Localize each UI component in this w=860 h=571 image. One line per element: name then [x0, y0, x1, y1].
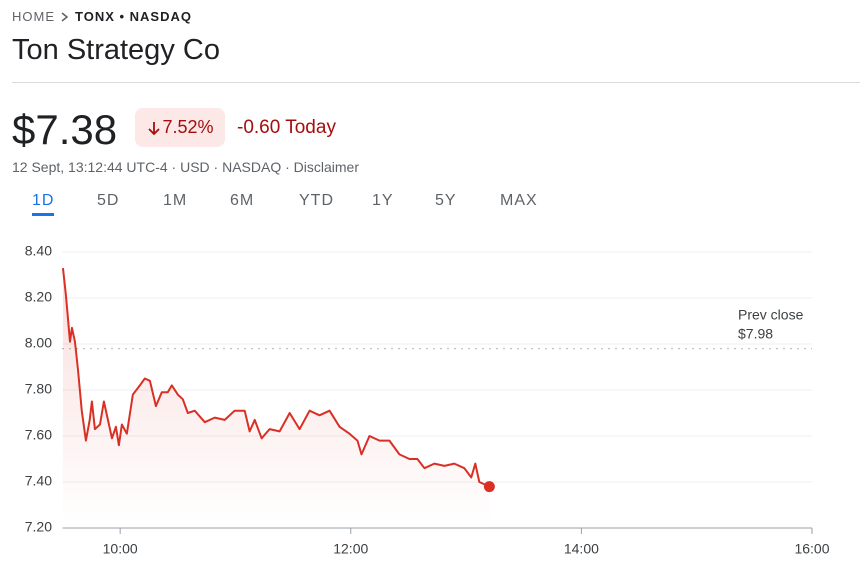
range-tab[interactable]: 6M: [230, 192, 255, 209]
separator: [12, 82, 860, 83]
prev-close-title: Prev close: [738, 306, 804, 322]
x-tick-label: 16:00: [794, 541, 829, 557]
y-tick-label: 8.00: [25, 335, 52, 351]
range-tab[interactable]: 1Y: [372, 192, 394, 209]
change-today: -0.60 Today: [237, 117, 336, 138]
breadcrumb-home[interactable]: HOME: [12, 9, 55, 24]
price-line: [61, 267, 490, 488]
breadcrumb: HOME TONX • NASDAQ: [12, 9, 192, 24]
price-area: [62, 268, 490, 528]
down-arrow-icon: [148, 121, 161, 135]
last-point: [483, 481, 495, 493]
range-tab[interactable]: 5Y: [435, 192, 457, 209]
change-percent: 7.52%: [162, 117, 214, 137]
range-tab[interactable]: 1M: [163, 192, 188, 209]
y-tick-label: 7.20: [25, 519, 52, 535]
y-tick-label: 8.20: [25, 289, 52, 305]
x-tick-label: 10:00: [103, 541, 138, 557]
y-tick-label: 7.40: [25, 473, 52, 489]
prev-close-label: $7.98: [738, 325, 773, 341]
meta-info: 12 Sept, 13:12:44 UTC-4 · USD · NASDAQ ·…: [12, 159, 359, 175]
chevron-icon: [61, 11, 69, 22]
y-tick-label: 7.60: [25, 427, 52, 443]
range-tab[interactable]: 1D: [32, 192, 55, 216]
y-tick-label: 7.80: [25, 381, 52, 397]
x-tick-label: 14:00: [564, 541, 599, 557]
range-tab[interactable]: MAX: [500, 192, 538, 209]
y-tick-label: 8.40: [25, 243, 52, 259]
title: Ton Strategy Co: [12, 34, 220, 66]
range-tab[interactable]: 5D: [97, 192, 120, 209]
price: $7.38: [12, 106, 118, 153]
change-badge: 7.52%: [135, 108, 225, 147]
x-tick-label: 12:00: [333, 541, 368, 557]
range-tab[interactable]: YTD: [299, 192, 334, 209]
breadcrumb-current: TONX • NASDAQ: [75, 9, 192, 24]
